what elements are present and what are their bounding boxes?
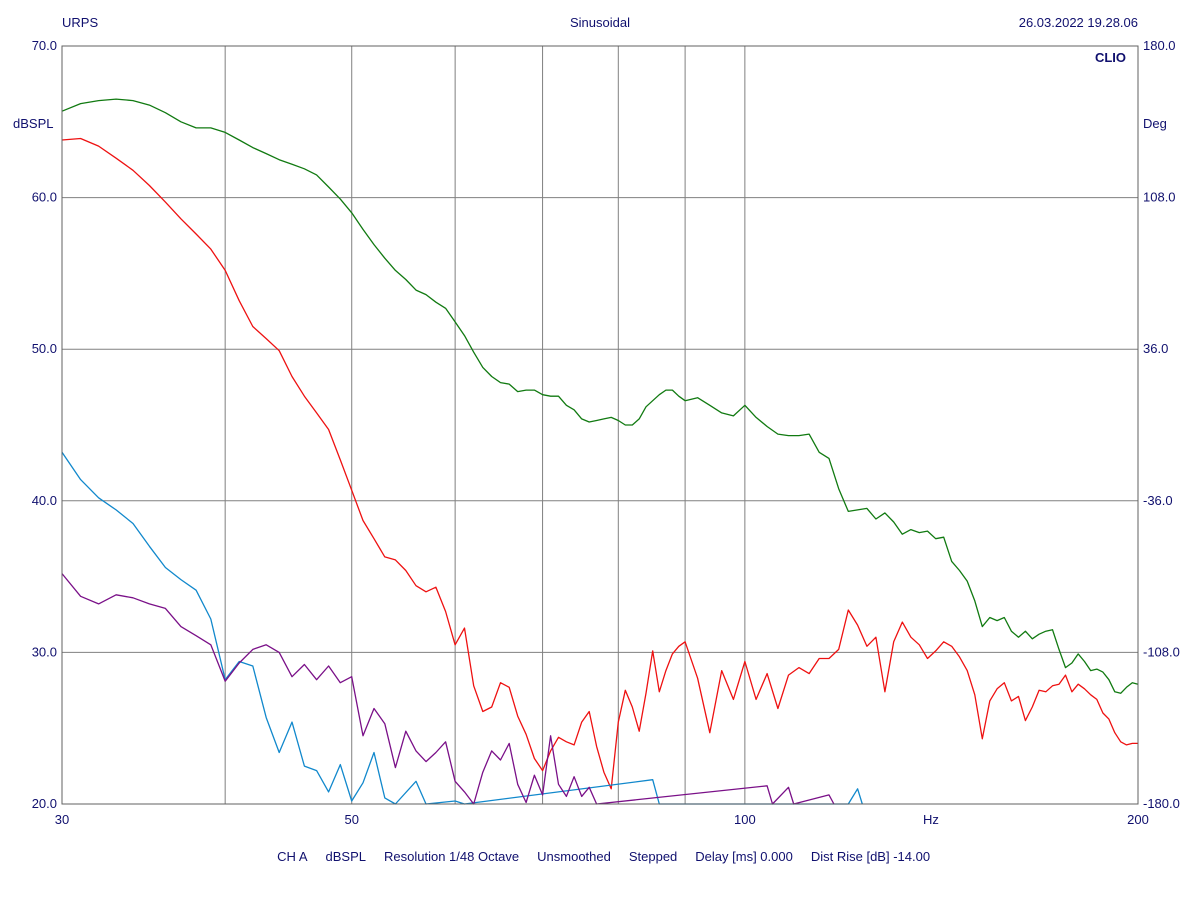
y-tick-label: 50.0 [32, 341, 57, 356]
measurement-settings-bar: CH A dBSPL Resolution 1/48 Octave Unsmoothe… [0, 834, 1200, 864]
y2-tick-label: -108.0 [1143, 644, 1180, 659]
y2-tick-label: 36.0 [1143, 341, 1168, 356]
right-axis-unit: Deg [1143, 116, 1167, 131]
dist-rise-label: Dist Rise [dB] -14.00 [810, 849, 931, 864]
resolution-label: Resolution 1/48 Octave [384, 849, 520, 864]
x-tick-label: 30 [55, 812, 69, 827]
y-tick-label: 60.0 [32, 190, 57, 205]
plot-frame [61, 45, 1139, 805]
header-left-label: URPS [62, 15, 98, 30]
y-tick-label: 30.0 [32, 644, 57, 659]
x-tick-label: 50 [344, 812, 358, 827]
series-line-3 [61, 451, 863, 805]
y-tick-label: 20.0 [32, 796, 57, 811]
grid [62, 46, 1138, 804]
x-tick-label: 200 [1127, 812, 1149, 827]
y-tick-label: 40.0 [32, 493, 57, 508]
unit-label: dBSPL [325, 849, 366, 864]
clio-brand: CLIO [1095, 50, 1126, 65]
x-tick-label: 100 [734, 812, 756, 827]
series-line-4 [61, 573, 835, 805]
series-layer [61, 98, 1139, 805]
stepped-label: Stepped [628, 849, 678, 864]
y2-tick-label: 108.0 [1143, 190, 1176, 205]
header-title: Sinusoidal [570, 15, 630, 30]
series-line-1 [61, 98, 1139, 694]
y2-tick-label: 180.0 [1143, 38, 1176, 53]
x-axis-unit: Hz [923, 812, 939, 827]
y2-tick-label: -36.0 [1143, 493, 1173, 508]
channel-label: CH A [277, 849, 308, 864]
left-axis-unit: dBSPL [13, 116, 53, 131]
series-line-2 [61, 137, 1138, 790]
tick-labels: 20.0 30.0 40.0 50.0 60.0 70.0 -180.0 -108.0 -36.… [32, 38, 1180, 827]
y-tick-label: 70.0 [32, 38, 57, 53]
header-timestamp: 26.03.2022 19.28.06 [1019, 15, 1138, 30]
smoothing-label: Unsmoothed [537, 849, 611, 864]
y2-tick-label: -180.0 [1143, 796, 1180, 811]
delay-label: Delay [ms] 0.000 [695, 849, 793, 864]
